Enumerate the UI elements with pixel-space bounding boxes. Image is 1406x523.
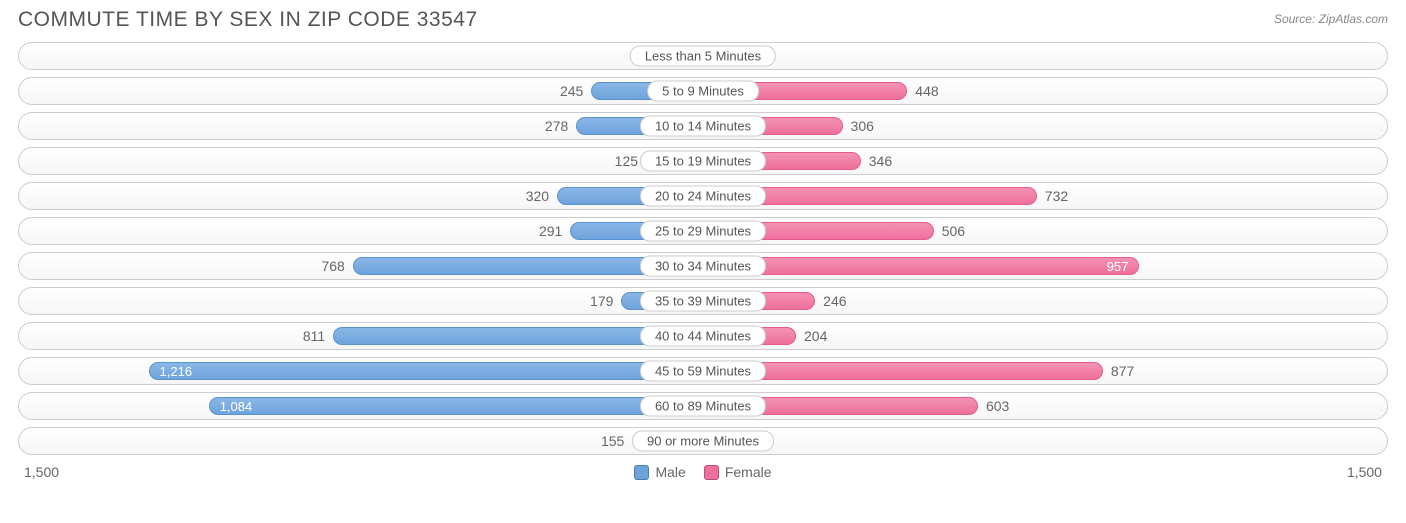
category-label: 35 to 39 Minutes <box>640 291 766 312</box>
female-value-label: 957 <box>1097 259 1139 274</box>
male-half: 811 <box>19 323 703 349</box>
chart-row: 320 732 20 to 24 Minutes <box>18 182 1388 210</box>
legend-female-label: Female <box>725 464 772 480</box>
chart-row: 125 346 15 to 19 Minutes <box>18 147 1388 175</box>
chart-header: COMMUTE TIME BY SEX IN ZIP CODE 33547 So… <box>0 0 1406 42</box>
chart-row: 811 204 40 to 44 Minutes <box>18 322 1388 350</box>
category-label: 10 to 14 Minutes <box>640 116 766 137</box>
male-value-label: 768 <box>313 258 352 274</box>
female-value-label: 204 <box>796 328 835 344</box>
female-half: 448 <box>703 78 1387 104</box>
female-bar: 957 <box>703 257 1139 275</box>
female-half: 53 <box>703 43 1387 69</box>
male-half: 320 <box>19 183 703 209</box>
category-label: 60 to 89 Minutes <box>640 396 766 417</box>
category-label: 15 to 19 Minutes <box>640 151 766 172</box>
female-value-label: 877 <box>1103 363 1142 379</box>
axis-left-max: 1,500 <box>24 464 59 480</box>
legend: Male Female <box>634 464 771 480</box>
chart-footer: 1,500 Male Female 1,500 <box>0 462 1406 480</box>
chart-body: 5553Less than 5 Minutes 245 448 5 to 9 Minu… <box>0 42 1406 455</box>
category-label: 40 to 44 Minutes <box>640 326 766 347</box>
chart-row: 179 246 35 to 39 Minutes <box>18 287 1388 315</box>
female-half: 957 <box>703 253 1387 279</box>
male-half: 155 <box>19 428 703 454</box>
female-half: 94 <box>703 428 1387 454</box>
male-half: 1,216 <box>19 358 703 384</box>
chart-row: 155 9490 or more Minutes <box>18 427 1388 455</box>
female-half: 506 <box>703 218 1387 244</box>
male-half: 278 <box>19 113 703 139</box>
legend-female: Female <box>704 464 772 480</box>
chart-row: 245 448 5 to 9 Minutes <box>18 77 1388 105</box>
female-value-label: 506 <box>934 223 973 239</box>
female-half: 732 <box>703 183 1387 209</box>
male-value-label: 1,216 <box>150 364 203 379</box>
male-bar: 1,216 <box>149 362 703 380</box>
male-half: 245 <box>19 78 703 104</box>
category-label: 45 to 59 Minutes <box>640 361 766 382</box>
category-label: 20 to 24 Minutes <box>640 186 766 207</box>
category-label: 25 to 29 Minutes <box>640 221 766 242</box>
legend-male: Male <box>634 464 685 480</box>
male-value-label: 811 <box>295 328 333 344</box>
female-value-label: 246 <box>815 293 854 309</box>
male-value-label: 155 <box>593 433 632 449</box>
female-value-label: 603 <box>978 398 1017 414</box>
male-half: 179 <box>19 288 703 314</box>
chart-row: 278 306 10 to 14 Minutes <box>18 112 1388 140</box>
male-bar: 1,084 <box>209 397 703 415</box>
male-half: 125 <box>19 148 703 174</box>
chart-row: 1,084 603 60 to 89 Minutes <box>18 392 1388 420</box>
chart-row: 5553Less than 5 Minutes <box>18 42 1388 70</box>
chart-row: 768 957 30 to 34 Minutes <box>18 252 1388 280</box>
chart-title: COMMUTE TIME BY SEX IN ZIP CODE 33547 <box>18 8 478 32</box>
female-value-label: 732 <box>1037 188 1076 204</box>
male-swatch-icon <box>634 465 649 480</box>
male-value-label: 278 <box>537 118 576 134</box>
female-value-label: 306 <box>843 118 882 134</box>
male-half: 291 <box>19 218 703 244</box>
female-half: 306 <box>703 113 1387 139</box>
male-half: 1,084 <box>19 393 703 419</box>
chart-row: 1,216 877 45 to 59 Minutes <box>18 357 1388 385</box>
male-value-label: 320 <box>518 188 557 204</box>
female-half: 246 <box>703 288 1387 314</box>
female-half: 603 <box>703 393 1387 419</box>
axis-right-max: 1,500 <box>1347 464 1382 480</box>
female-value-label: 448 <box>907 83 946 99</box>
male-value-label: 1,084 <box>210 399 263 414</box>
female-swatch-icon <box>704 465 719 480</box>
male-half: 768 <box>19 253 703 279</box>
category-label: 5 to 9 Minutes <box>647 81 759 102</box>
chart-row: 291 506 25 to 29 Minutes <box>18 217 1388 245</box>
male-value-label: 179 <box>582 293 621 309</box>
female-half: 877 <box>703 358 1387 384</box>
chart-source: Source: ZipAtlas.com <box>1274 8 1388 26</box>
male-value-label: 291 <box>531 223 570 239</box>
female-half: 204 <box>703 323 1387 349</box>
category-label: 90 or more Minutes <box>632 431 774 452</box>
male-value-label: 245 <box>552 83 591 99</box>
male-half: 55 <box>19 43 703 69</box>
legend-male-label: Male <box>655 464 685 480</box>
female-half: 346 <box>703 148 1387 174</box>
female-value-label: 346 <box>861 153 900 169</box>
category-label: 30 to 34 Minutes <box>640 256 766 277</box>
category-label: Less than 5 Minutes <box>630 46 776 67</box>
